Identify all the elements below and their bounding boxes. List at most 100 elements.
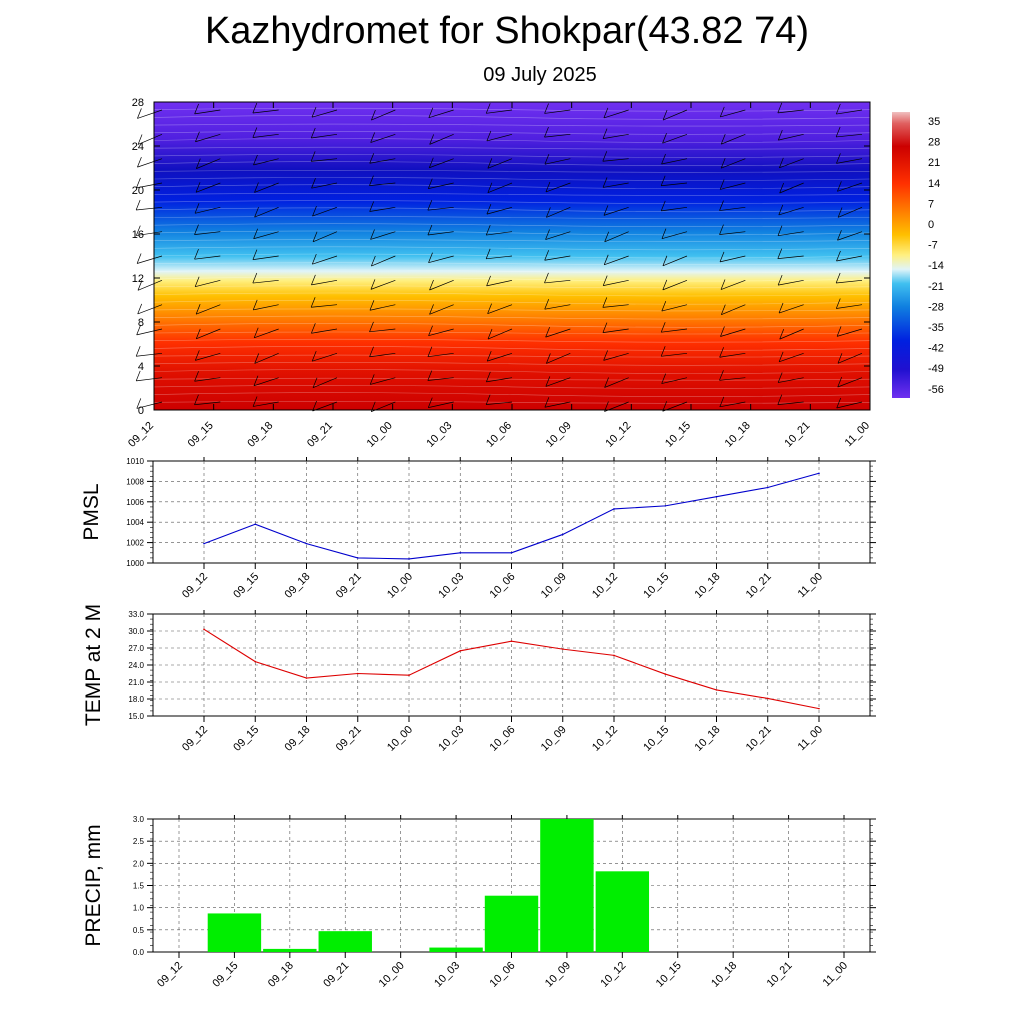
contour-line: [153, 262, 871, 265]
wind-barb-flag: [779, 182, 784, 194]
wind-barb-flag: [427, 224, 433, 236]
x-tick-label: 09_21: [321, 960, 351, 990]
colorbar-label: 21: [928, 157, 940, 169]
contour-line: [153, 346, 871, 351]
data-point: [356, 557, 359, 559]
wind-barb: [720, 109, 746, 118]
wind-barb: [720, 182, 746, 190]
wind-barb-flag: [369, 201, 374, 212]
wind-barb-flag: [603, 254, 609, 265]
wind-barb: [370, 377, 396, 385]
wind-barb-flag: [778, 302, 784, 314]
y-tick-label: 0.5: [133, 926, 145, 935]
contour-line: [153, 354, 871, 358]
wind-barb: [661, 377, 688, 384]
wind-barb: [486, 206, 513, 215]
data-point: [356, 672, 359, 675]
contour-line: [153, 138, 871, 143]
wind-barb-flag: [195, 131, 200, 142]
wind-barb-flag: [254, 207, 259, 218]
x-tick-label: 10_06: [488, 571, 518, 601]
wind-barb: [252, 279, 279, 284]
x-tick-label: 09_15: [231, 571, 261, 601]
wind-barb-flag: [544, 154, 550, 165]
x-tick-label: 10_12: [598, 960, 628, 990]
wind-barb: [544, 158, 571, 165]
wind-barb-flag: [777, 225, 783, 236]
wind-barb-flag: [310, 127, 316, 139]
x-tick-label: 09_21: [334, 724, 364, 754]
wind-barb: [721, 304, 746, 315]
wind-barb-flag: [136, 177, 141, 188]
wind-barb-flag: [428, 157, 434, 168]
data-point: [715, 495, 718, 498]
y-axis-label: TEMP at 2 M: [82, 604, 105, 726]
wind-barb: [661, 231, 688, 239]
wind-barb: [721, 134, 746, 145]
wind-barb-flag: [602, 275, 608, 286]
wind-barb: [369, 304, 396, 311]
data-point: [766, 486, 769, 489]
wind-barb: [719, 401, 746, 408]
wind-barb-flag: [135, 370, 141, 382]
precip-bar: [540, 819, 594, 952]
wind-barb-flag: [602, 151, 608, 162]
colorbar-label: -35: [928, 322, 944, 334]
wind-barb-flag: [660, 346, 666, 357]
wind-barb: [136, 255, 163, 264]
wind-barb: [546, 207, 571, 218]
wind-barb-flag: [661, 153, 666, 165]
wind-barb-flag: [254, 353, 260, 364]
wind-barb: [661, 328, 688, 333]
wind-barb: [604, 377, 629, 388]
x-tick-label: 11_00: [796, 571, 826, 601]
contour-line: [153, 323, 871, 328]
wind-barb: [195, 279, 221, 288]
x-tick-label: 11_00: [843, 420, 873, 450]
wind-barb-flag: [252, 249, 258, 260]
wind-barb-flag: [544, 126, 549, 138]
wind-barb-flag: [836, 326, 842, 337]
wind-barb: [545, 377, 571, 387]
contour-line: [153, 207, 871, 213]
wind-barb: [311, 279, 338, 286]
x-tick-label: 10_18: [693, 724, 723, 754]
data-point: [613, 654, 615, 657]
colorbar-label: -56: [928, 384, 944, 396]
wind-barb: [602, 133, 629, 139]
wind-barb: [661, 182, 688, 187]
wind-barb-flag: [427, 200, 433, 211]
wind-barb: [252, 255, 279, 260]
wind-barb-flag: [311, 351, 317, 362]
wind-barb-flag: [252, 299, 258, 311]
wind-barb: [778, 279, 804, 286]
wind-barb: [311, 328, 338, 334]
wind-barb: [137, 158, 163, 168]
wind-barb-flag: [602, 177, 608, 188]
wind-barb-flag: [602, 322, 608, 333]
wind-barb-flag: [311, 254, 317, 265]
x-tick-label: 09_18: [283, 724, 313, 754]
x-tick-label: 09_21: [334, 571, 364, 601]
wind-barb: [136, 328, 163, 336]
wind-barb-flag: [485, 248, 491, 259]
wind-barb: [836, 133, 863, 138]
wind-barb-flag: [429, 304, 434, 315]
wind-barb-flag: [312, 231, 318, 242]
x-tick-label: 10_09: [539, 571, 569, 601]
wind-barb-flag: [427, 370, 433, 381]
y-axis-label: PRECIP, mm: [82, 824, 105, 946]
wind-barb-flag: [835, 126, 841, 138]
y-axis-label: PMSL: [80, 483, 103, 540]
wind-barb: [545, 231, 571, 240]
wind-barb: [136, 231, 163, 236]
x-tick-label: 10_12: [590, 571, 620, 601]
wind-barb-flag: [137, 108, 142, 119]
wind-barb-flag: [835, 103, 841, 115]
wind-barb-flag: [777, 394, 783, 405]
wind-barb-flag: [252, 102, 258, 114]
wind-barb: [428, 255, 454, 264]
y-tick-label: 28: [132, 97, 144, 109]
data-point: [254, 660, 257, 663]
wind-barb: [429, 134, 454, 145]
